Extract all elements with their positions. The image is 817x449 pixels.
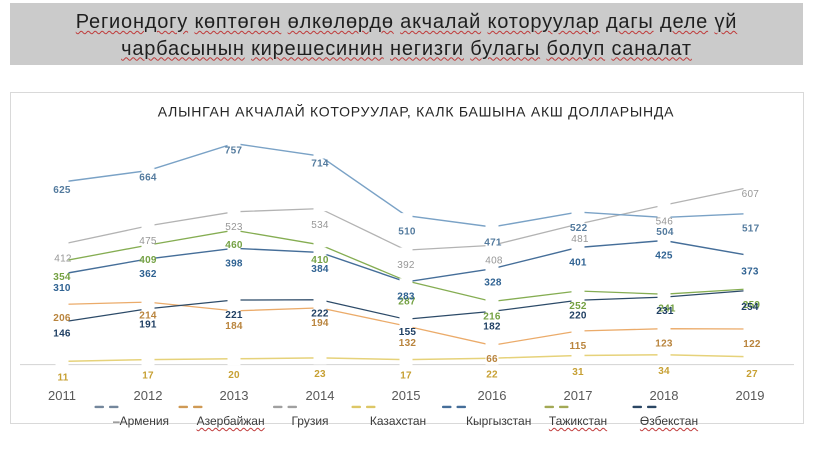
svg-text:27: 27: [746, 369, 758, 380]
svg-text:23: 23: [314, 369, 326, 380]
svg-text:425: 425: [655, 251, 673, 262]
svg-text:401: 401: [569, 258, 587, 269]
svg-text:АЛЫНГАН АКЧАЛАЙ КОТОРУУЛАР, КА: АЛЫНГАН АКЧАЛАЙ КОТОРУУЛАР, КАЛК БАШЫНА …: [158, 103, 674, 120]
svg-text:2016: 2016: [478, 388, 507, 403]
svg-text:517: 517: [742, 223, 760, 234]
svg-text:328: 328: [484, 278, 502, 289]
svg-text:22: 22: [486, 369, 498, 380]
svg-text:17: 17: [142, 371, 154, 382]
svg-text:354: 354: [53, 272, 71, 283]
svg-text:460: 460: [225, 240, 243, 251]
svg-text:206: 206: [53, 313, 71, 324]
svg-text:66: 66: [486, 354, 498, 365]
svg-text:34: 34: [658, 366, 670, 377]
svg-text:20: 20: [228, 370, 240, 381]
svg-text:231: 231: [656, 306, 674, 317]
svg-text:546: 546: [656, 216, 674, 227]
svg-text:510: 510: [398, 227, 416, 238]
svg-text:191: 191: [139, 320, 157, 331]
svg-text:283: 283: [397, 292, 415, 303]
svg-text:2011: 2011: [48, 388, 76, 403]
svg-text:184: 184: [225, 321, 243, 332]
svg-text:287: 287: [398, 297, 416, 308]
svg-text:2014: 2014: [306, 388, 335, 403]
svg-text:2015: 2015: [392, 388, 421, 403]
svg-text:216: 216: [483, 312, 501, 323]
svg-text:11: 11: [57, 373, 68, 384]
svg-text:523: 523: [225, 222, 243, 233]
svg-text:2017: 2017: [564, 388, 593, 403]
svg-text:155: 155: [399, 327, 417, 338]
svg-text:221: 221: [225, 310, 243, 321]
svg-text:241: 241: [658, 304, 676, 315]
svg-text:534: 534: [311, 220, 329, 231]
svg-text:2018: 2018: [650, 388, 679, 403]
svg-text:412: 412: [54, 254, 72, 265]
svg-text:384: 384: [311, 264, 329, 275]
svg-text:409: 409: [139, 255, 157, 266]
svg-text:362: 362: [139, 269, 157, 280]
svg-text:146: 146: [53, 329, 71, 340]
svg-text:222: 222: [311, 309, 329, 320]
svg-text:714: 714: [311, 159, 329, 170]
svg-text:259: 259: [743, 300, 761, 311]
svg-text:398: 398: [225, 258, 243, 269]
svg-text:504: 504: [656, 227, 674, 238]
svg-text:522: 522: [570, 223, 588, 234]
svg-text:392: 392: [397, 260, 415, 271]
svg-text:214: 214: [139, 311, 157, 322]
svg-text:220: 220: [569, 310, 587, 321]
svg-text:123: 123: [655, 339, 673, 350]
svg-text:182: 182: [483, 321, 501, 332]
svg-text:31: 31: [572, 367, 584, 378]
svg-text:122: 122: [743, 339, 761, 350]
svg-text:475: 475: [139, 236, 157, 247]
svg-text:115: 115: [570, 341, 587, 352]
svg-text:132: 132: [399, 338, 417, 349]
svg-text:481: 481: [571, 234, 589, 245]
svg-text:194: 194: [311, 318, 329, 329]
svg-text:2013: 2013: [220, 388, 249, 403]
svg-text:625: 625: [53, 185, 71, 196]
svg-text:252: 252: [569, 301, 587, 312]
svg-text:2019: 2019: [736, 388, 765, 403]
svg-text:757: 757: [225, 146, 243, 157]
svg-text:2012: 2012: [134, 388, 163, 403]
svg-text:410: 410: [311, 255, 329, 266]
svg-text:408: 408: [485, 256, 503, 267]
svg-text:664: 664: [139, 173, 157, 184]
svg-text:607: 607: [742, 189, 760, 200]
svg-text:254: 254: [741, 302, 759, 313]
svg-text:471: 471: [484, 238, 502, 249]
svg-text:17: 17: [400, 371, 412, 382]
svg-text:310: 310: [53, 283, 71, 294]
svg-text:373: 373: [741, 267, 759, 278]
